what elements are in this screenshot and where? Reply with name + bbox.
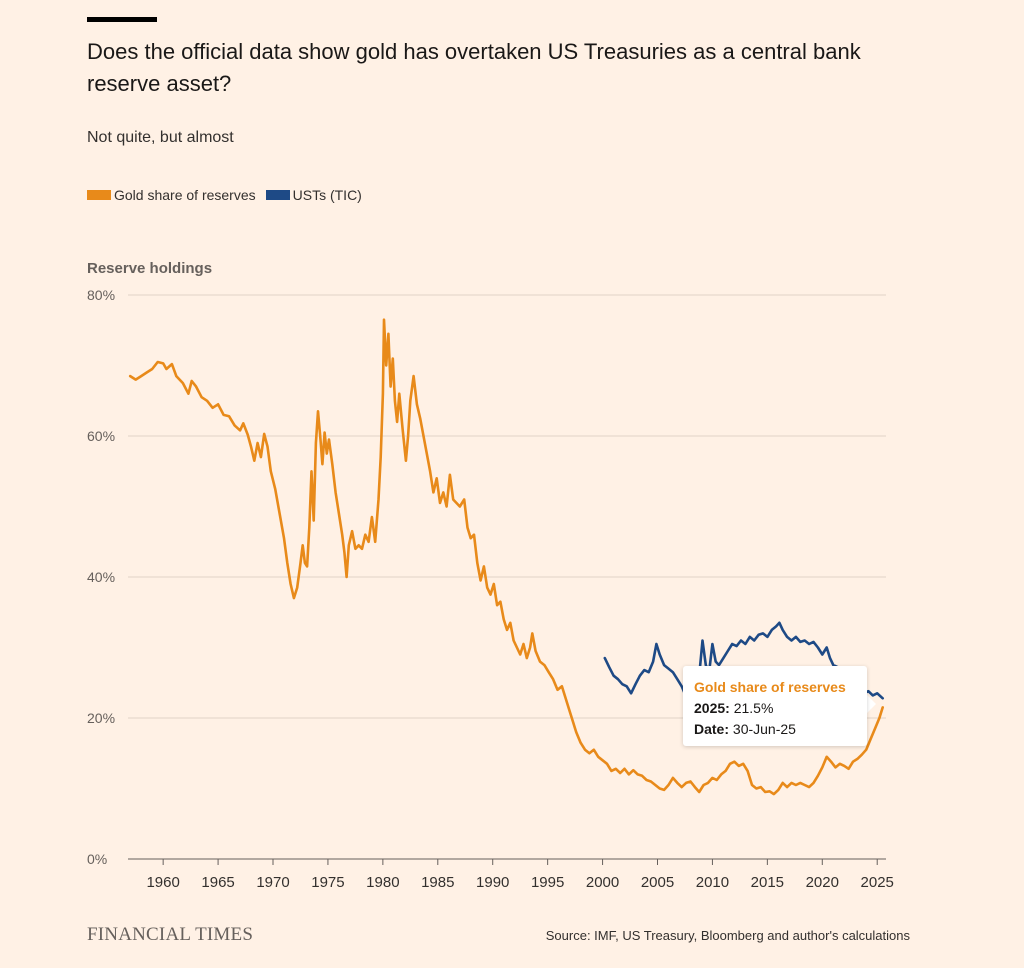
y-tick-label: 0% [87,851,107,867]
x-tick-label: 2005 [641,874,674,891]
x-tick-label: 1995 [531,874,564,891]
axis-labels: Reserve holdings 0% 20% 40% 60% 80% 1960 1965 19… [87,260,894,891]
x-tick-label: 2010 [696,874,729,891]
y-tick-label: 20% [87,710,115,726]
legend-swatch-usts [265,190,290,200]
legend-label-gold: Gold share of reserves [114,187,256,203]
legend-label-usts: USTs (TIC) [292,187,362,203]
tooltip: Gold share of reserves 2025: 21.5% Date:… [683,666,867,746]
x-tick-label: 1965 [201,874,234,891]
x-tick-label: 1985 [421,874,454,891]
x-tick-label: 1980 [366,874,399,891]
x-tick-label: 1990 [476,874,509,891]
tooltip-date: 30-Jun-25 [732,721,796,737]
x-tick-label: 2025 [861,874,894,891]
x-tick-label: 1970 [256,874,289,891]
x-tick-label: 2020 [806,874,839,891]
source-note: Source: IMF, US Treasury, Bloomberg and … [545,928,910,943]
tooltip-value-row: 2025: 21.5% [694,698,867,719]
series-line-gold[interactable] [128,318,884,796]
y-axis-title: Reserve holdings [87,260,212,277]
gridlines [128,294,886,865]
tooltip-arrow [866,694,876,714]
y-tick-label: 80% [87,287,115,303]
legend-item-usts[interactable]: USTs (TIC) [265,187,362,203]
y-tick-label: 40% [87,569,115,585]
legend: Gold share of reserves USTs (TIC) [87,187,372,203]
tooltip-date-key: Date: [694,721,730,737]
x-tick-label: 1960 [146,874,179,891]
ft-logo[interactable]: FINANCIAL TIMES [87,924,254,945]
tooltip-date-row: Date: 30-Jun-25 [694,719,867,740]
series-line-usts[interactable] [603,621,884,706]
x-tick-label: 1975 [311,874,344,891]
chart-subtitle: Not quite, but almost [87,129,234,146]
legend-item-gold[interactable]: Gold share of reserves [87,187,256,203]
y-tick-label: 60% [87,428,115,444]
tooltip-series: Gold share of reserves [694,679,846,695]
series-lines [128,318,884,796]
tooltip-value-key: 2025: [694,700,730,716]
tooltip-value: 21.5% [733,700,774,716]
x-tick-label: 2000 [586,874,619,891]
top-rule [87,17,157,22]
x-tick-label: 2015 [751,874,784,891]
legend-swatch-gold [87,190,111,200]
chart-title: Does the official data show gold has ove… [87,39,861,96]
